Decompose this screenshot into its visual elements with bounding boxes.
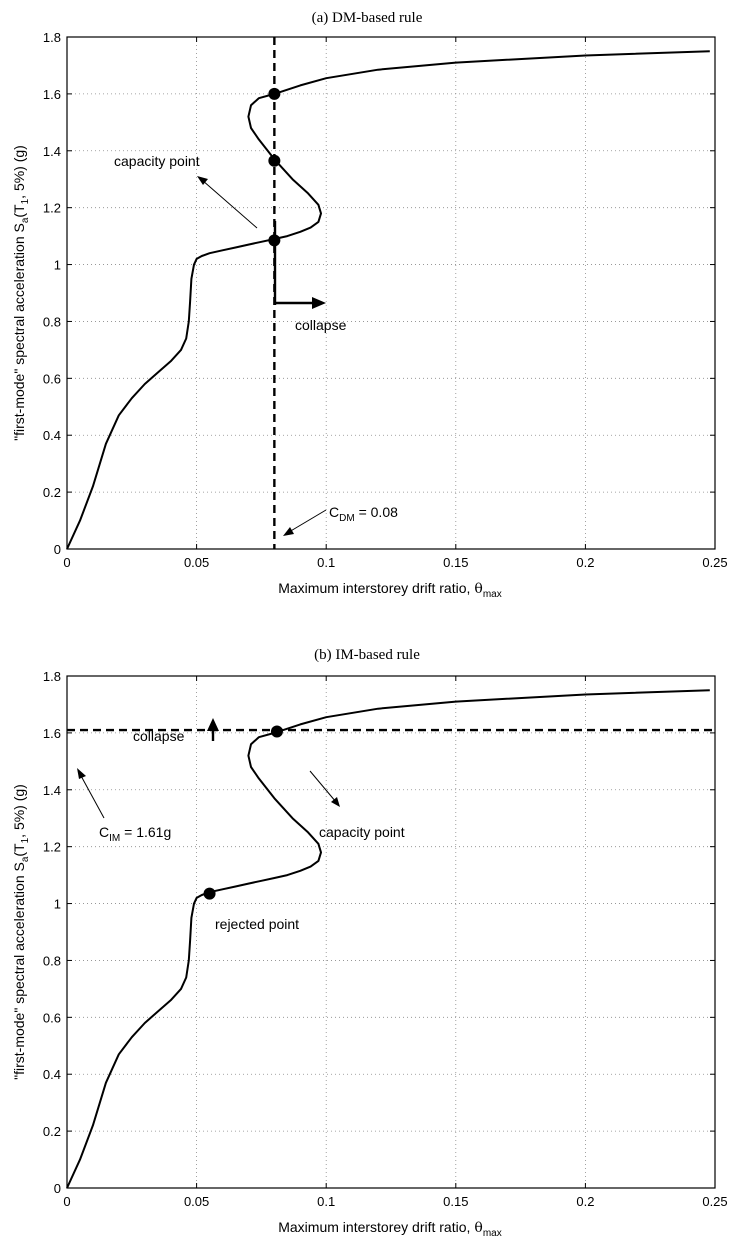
y-tick-label: 1.4 (43, 783, 61, 798)
panel-b-frame (66, 675, 716, 1189)
panel-a-collapse-arrow-head (312, 297, 326, 309)
y-tick-label: 1.2 (43, 840, 61, 855)
panel-b-ticks: 0 0.05 0.1 0.15 0.2 0.25 0 0.2 0.4 0.6 0.8 1 1.2 1.4 1… (43, 669, 728, 1209)
panel-a-ida-curve (66, 50, 710, 550)
y-tick-label: 1 (54, 897, 61, 912)
panel-a-frame (66, 36, 716, 550)
panel-b-capacity-arrow-head (331, 797, 340, 807)
panel-b-xlabel: Maximum interstorey drift ratio, θmax (278, 1219, 502, 1239)
curve-point-marker (268, 87, 281, 100)
y-tick-label: 0.2 (43, 1124, 61, 1139)
x-tick-label: 0 (63, 555, 70, 570)
x-tick-label: 0.15 (443, 1194, 468, 1209)
panel-a-cdm-label: CDM = 0.08 (329, 504, 398, 524)
y-tick-label: 0 (54, 1181, 61, 1196)
panel-b-cim-label: CIM = 1.61g (99, 824, 171, 844)
y-tick-label: 0.6 (43, 371, 61, 386)
x-tick-label: 0.1 (317, 1194, 335, 1209)
panel-b-ylabel: "first-mode" spectral acceleration Sa(T1… (11, 784, 31, 1080)
panel-a-collapse-label: collapse (295, 317, 347, 333)
panel-b-collapse-arrow-head (207, 718, 219, 731)
x-tick-label: 0.05 (184, 555, 209, 570)
y-tick-label: 1.8 (43, 669, 61, 684)
x-tick-label: 0.2 (576, 1194, 594, 1209)
y-tick-label: 0.8 (43, 953, 61, 968)
x-tick-label: 0.1 (317, 555, 335, 570)
panel-b-cim-arrow-line (79, 773, 105, 819)
x-tick-label: 0.15 (443, 555, 468, 570)
panel-a-capacity-arrow-line (201, 179, 258, 229)
curve-point-marker (270, 725, 283, 738)
y-tick-label: 1.8 (43, 30, 61, 45)
panel-b-capacity-arrow-line (309, 770, 337, 803)
y-tick-label: 1.4 (43, 144, 61, 159)
y-tick-label: 0.8 (43, 314, 61, 329)
x-tick-label: 0.25 (702, 555, 727, 570)
panel-a-capacity-point-label: capacity point (114, 153, 200, 169)
panel-a-grid (67, 37, 715, 549)
curve-point-marker (268, 154, 281, 167)
y-tick-label: 1.6 (43, 726, 61, 741)
y-tick-label: 1.2 (43, 201, 61, 216)
y-tick-label: 0 (54, 542, 61, 557)
y-tick-label: 0.6 (43, 1010, 61, 1025)
panel-b: (b) IM-based rule 0 0.05 0.1 0.15 0.2 0.25 0 0.… (11, 647, 728, 1239)
panel-b-grid (67, 676, 715, 1188)
panel-a-cdm-arrow-line (288, 509, 327, 533)
panel-a-title: (a) DM-based rule (312, 10, 423, 26)
x-tick-label: 0 (63, 1194, 70, 1209)
panel-b-cim-arrow-head (77, 768, 86, 779)
panel-a-xlabel: Maximum interstorey drift ratio, θmax (278, 580, 502, 600)
x-tick-label: 0.05 (184, 1194, 209, 1209)
curve-point-marker (203, 887, 216, 900)
y-tick-label: 0.2 (43, 485, 61, 500)
y-tick-label: 1 (54, 258, 61, 273)
panel-b-ida-curve (66, 689, 710, 1189)
panel-b-markers (203, 725, 283, 900)
panel-a-capacity-arrow-head (197, 176, 208, 185)
x-tick-label: 0.2 (576, 555, 594, 570)
panel-b-title: (b) IM-based rule (314, 647, 420, 663)
x-tick-label: 0.25 (702, 1194, 727, 1209)
panel-a-ticks: 0 0.05 0.1 0.15 0.2 0.25 0 0.2 0.4 0.6 0.8 1 1.2 1.4 1… (43, 30, 728, 570)
y-tick-label: 0.4 (43, 1067, 61, 1082)
y-tick-label: 0.4 (43, 428, 61, 443)
panel-b-capacity-point-label: capacity point (319, 824, 405, 840)
panel-a-cdm-arrow-head (283, 527, 294, 536)
y-tick-label: 1.6 (43, 87, 61, 102)
panel-b-collapse-label: collapse (133, 728, 185, 744)
panel-a: (a) DM-based rule 0 0.05 0.1 0.15 0.2 0.25 0 0.… (11, 10, 728, 600)
panel-a-ylabel: "first-mode" spectral acceleration Sa(T1… (11, 145, 31, 441)
panel-b-rejected-point-label: rejected point (215, 916, 299, 932)
